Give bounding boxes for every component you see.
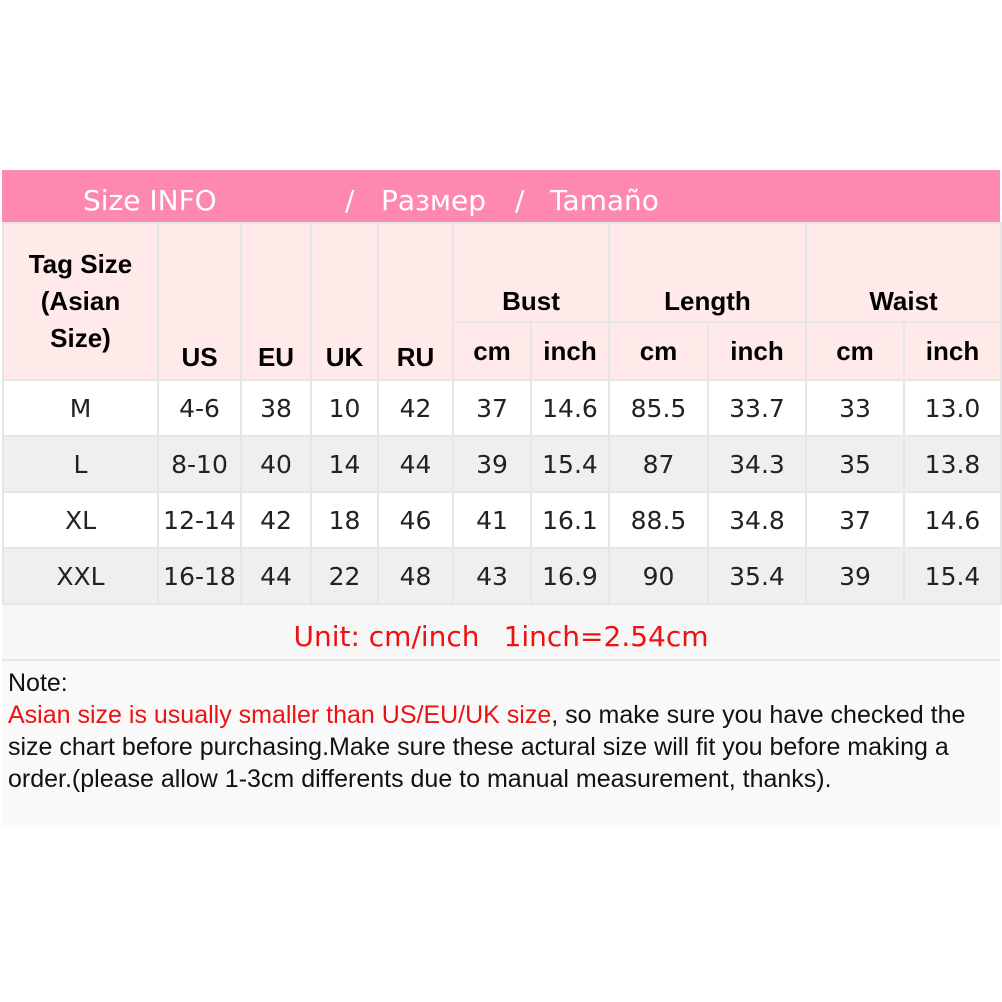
header-ru: RU: [377, 222, 454, 381]
header-line: Size): [50, 323, 111, 353]
title-spanish: Tamaño: [550, 184, 659, 217]
cell-eu: 38: [240, 379, 312, 437]
cell-tag-size: XXL: [2, 547, 159, 605]
table-body: M 4-6 38 10 42 37 14.6 85.5 33.7 33 13.0 L 8-10 40 14 4…: [2, 379, 1002, 605]
cell-us: 4-6: [157, 379, 242, 437]
cell-bust-inch: 16.9: [530, 547, 610, 605]
note-label: Note:: [8, 669, 68, 697]
cell-waist-cm: 33: [805, 379, 905, 437]
header-line: (Asian: [40, 286, 121, 316]
cell-bust-cm: 43: [452, 547, 532, 605]
cell-length-cm: 90: [608, 547, 709, 605]
title-russian: Размер: [381, 184, 487, 217]
cell-tag-size: L: [2, 435, 159, 493]
cell-waist-inch: 15.4: [902, 547, 1002, 605]
cell-us: 16-18: [157, 547, 242, 605]
note-box: Note: Asian size is usually smaller than…: [2, 661, 1000, 827]
cell-uk: 18: [310, 491, 379, 549]
cell-waist-cm: 39: [805, 547, 905, 605]
header-bust-cm: cm: [452, 321, 532, 381]
note-warning: Asian size is usually smaller than US/EU…: [8, 701, 552, 729]
cell-waist-inch: 13.8: [902, 435, 1002, 493]
table-row: L 8-10 40 14 44 39 15.4 87 34.3 35 13.8: [2, 435, 1002, 493]
cell-us: 12-14: [157, 491, 242, 549]
cell-tag-size: M: [2, 379, 159, 437]
cell-bust-cm: 37: [452, 379, 532, 437]
cell-uk: 14: [310, 435, 379, 493]
note-text: Asian size is usually smaller than US/EU…: [8, 699, 994, 795]
title-separator: /: [345, 184, 355, 217]
cell-length-inch: 35.4: [707, 547, 807, 605]
cell-uk: 10: [310, 379, 379, 437]
header-line: Tag Size: [28, 249, 133, 279]
cell-eu: 44: [240, 547, 312, 605]
header-bust: Bust: [452, 222, 610, 323]
cell-length-cm: 87: [608, 435, 709, 493]
cell-bust-inch: 16.1: [530, 491, 610, 549]
size-chart-title: Size INFO / Размер / Tamaño: [2, 170, 1000, 222]
cell-length-cm: 85.5: [608, 379, 709, 437]
cell-ru: 44: [377, 435, 454, 493]
cell-waist-cm: 37: [805, 491, 905, 549]
cell-length-cm: 88.5: [608, 491, 709, 549]
header-bust-inch: inch: [530, 321, 610, 381]
cell-length-inch: 34.8: [707, 491, 807, 549]
unit-conversion: 1inch=2.54cm: [503, 620, 709, 653]
cell-bust-inch: 15.4: [530, 435, 610, 493]
cell-bust-inch: 14.6: [530, 379, 610, 437]
header-waist-inch: inch: [902, 321, 1002, 381]
cell-bust-cm: 39: [452, 435, 532, 493]
size-chart: Size INFO / Размер / Tamaño Tag Size (As…: [2, 170, 1002, 827]
header-length-cm: cm: [608, 321, 709, 381]
cell-waist-cm: 35: [805, 435, 905, 493]
cell-uk: 22: [310, 547, 379, 605]
cell-length-inch: 34.3: [707, 435, 807, 493]
header-us: US: [157, 222, 242, 381]
cell-ru: 42: [377, 379, 454, 437]
unit-note: Unit: cm/inch 1inch=2.54cm: [2, 605, 1000, 661]
table-row: XXL 16-18 44 22 48 43 16.9 90 35.4 39 15.4: [2, 547, 1002, 605]
header-waist: Waist: [804, 222, 1002, 323]
header-uk: UK: [310, 222, 379, 381]
note-body: , so make sure you have checked the size…: [8, 701, 966, 793]
cell-eu: 42: [240, 491, 312, 549]
cell-length-inch: 33.7: [707, 379, 807, 437]
title-separator: /: [515, 184, 525, 217]
header-waist-cm: cm: [805, 321, 905, 381]
cell-bust-cm: 41: [452, 491, 532, 549]
cell-eu: 40: [240, 435, 312, 493]
header-length-inch: inch: [707, 321, 807, 381]
header-length: Length: [608, 222, 807, 323]
cell-tag-size: XL: [2, 491, 159, 549]
cell-waist-inch: 14.6: [902, 491, 1002, 549]
title-size-info: Size INFO: [83, 184, 217, 217]
header-eu: EU: [240, 222, 312, 381]
header-tag-size: Tag Size (Asian Size): [2, 222, 159, 381]
cell-us: 8-10: [157, 435, 242, 493]
table-row: XL 12-14 42 18 46 41 16.1 88.5 34.8 37 14.6: [2, 491, 1002, 549]
size-table: Tag Size (Asian Size) US EU UK RU Bust L…: [2, 222, 1002, 605]
unit-label: Unit: cm/inch: [293, 620, 480, 653]
cell-waist-inch: 13.0: [902, 379, 1002, 437]
cell-ru: 46: [377, 491, 454, 549]
cell-ru: 48: [377, 547, 454, 605]
table-row: M 4-6 38 10 42 37 14.6 85.5 33.7 33 13.0: [2, 379, 1002, 437]
